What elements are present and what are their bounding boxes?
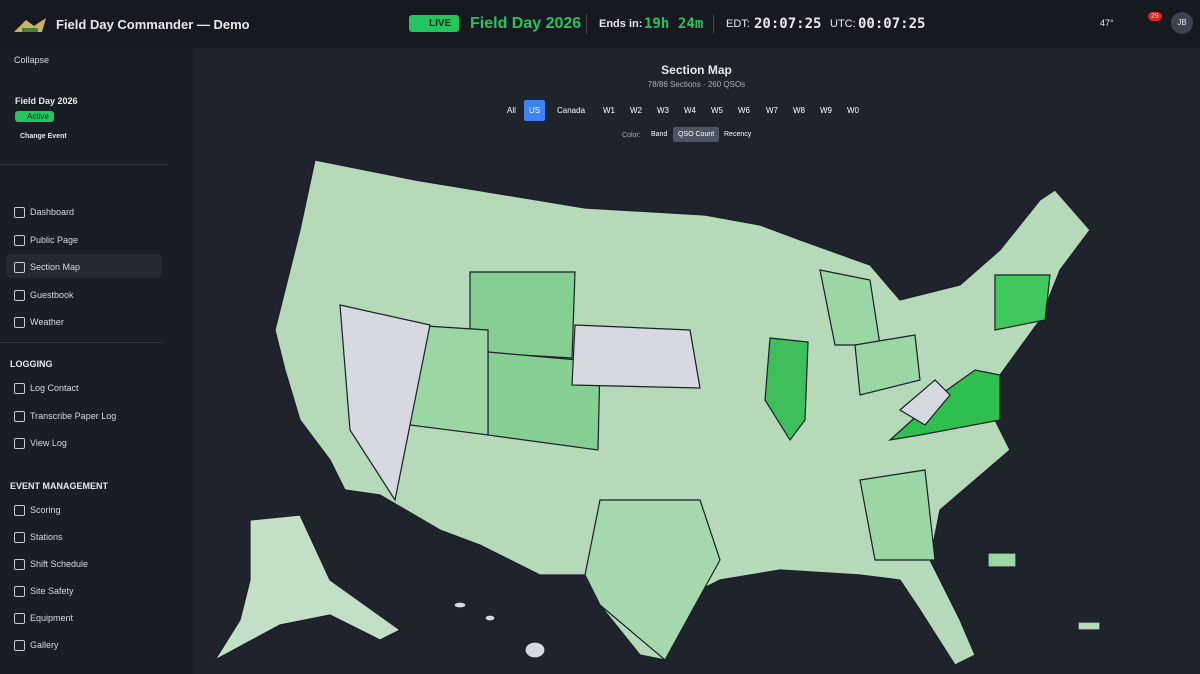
nav-item[interactable]: Site Safety bbox=[14, 586, 74, 597]
nav-icon bbox=[14, 410, 25, 422]
nav-item[interactable]: Shift Schedule bbox=[14, 559, 88, 570]
filter-button[interactable]: W5 bbox=[711, 106, 723, 115]
map-title: Section Map bbox=[661, 63, 732, 77]
nav-item[interactable]: Dashboard bbox=[14, 207, 74, 218]
nav-icon bbox=[14, 586, 25, 597]
color-mode-button[interactable]: QSO Count bbox=[673, 127, 720, 142]
weather[interactable]: 47° bbox=[1100, 18, 1114, 28]
nav-item[interactable]: Guestbook bbox=[14, 289, 74, 301]
filter-button[interactable]: US bbox=[524, 100, 546, 121]
app-title: Field Day Commander — Demo bbox=[56, 17, 250, 32]
nav-item[interactable]: Public Page bbox=[14, 234, 78, 246]
nav-icon bbox=[14, 262, 25, 273]
nav-item[interactable]: View Log bbox=[14, 438, 67, 449]
filter-button[interactable]: W2 bbox=[630, 106, 642, 115]
nav-item[interactable]: Gallery bbox=[14, 640, 59, 651]
map-subtitle: 78/86 Sections · 260 QSOs bbox=[647, 80, 746, 89]
ends-minutes: 24m bbox=[678, 16, 704, 32]
section-title: LOGGING bbox=[10, 359, 53, 369]
ends-hours: 19h bbox=[644, 16, 670, 32]
nav-icon bbox=[14, 438, 25, 449]
notification-count[interactable]: 29 bbox=[1148, 12, 1162, 21]
nav-item[interactable]: Transcribe Paper Log bbox=[14, 410, 116, 422]
color-mode-button[interactable]: Recency bbox=[724, 131, 752, 138]
utc-time: 00:07:25 bbox=[858, 16, 926, 32]
nav-icon bbox=[14, 289, 25, 301]
collapse-label: Collapse bbox=[14, 55, 50, 65]
edt-label: EDT: bbox=[726, 18, 750, 30]
filter-button[interactable]: W7 bbox=[766, 106, 778, 115]
nav-item[interactable]: Weather bbox=[14, 317, 64, 328]
filter-button[interactable]: W3 bbox=[657, 106, 669, 115]
change-event[interactable]: Change Event bbox=[20, 133, 67, 140]
nav-icon bbox=[14, 207, 25, 218]
collapse[interactable]: Collapse bbox=[14, 55, 49, 65]
live-badge: LIVE bbox=[409, 15, 460, 32]
filter-button[interactable]: W8 bbox=[793, 106, 805, 115]
top-bar: Field Day Commander — Demo LIVE Field Da… bbox=[0, 0, 1200, 49]
nav-icon bbox=[14, 532, 25, 543]
logo bbox=[14, 18, 46, 32]
color-label: Color: bbox=[622, 132, 641, 139]
nav-icon bbox=[14, 234, 25, 246]
nav-icon bbox=[14, 505, 25, 516]
nav-icon bbox=[14, 317, 25, 328]
event-title: Field Day 2026 bbox=[470, 15, 582, 32]
filter-button[interactable]: W0 bbox=[847, 106, 859, 115]
filter-button[interactable]: W6 bbox=[738, 106, 750, 115]
nav-icon bbox=[14, 383, 25, 394]
ends-label: Ends in: bbox=[599, 18, 643, 30]
user-avatar[interactable]: JB bbox=[1171, 12, 1193, 34]
nav-item[interactable]: Equipment bbox=[14, 613, 73, 624]
nav-item[interactable]: Log Contact bbox=[14, 383, 79, 394]
filter-button[interactable]: W1 bbox=[603, 106, 615, 115]
section-map bbox=[213, 159, 1101, 666]
filter-button[interactable]: W9 bbox=[820, 106, 832, 115]
color-mode-button[interactable]: Band bbox=[651, 131, 668, 138]
filter-button[interactable]: Canada bbox=[557, 106, 586, 115]
section-title: EVENT MANAGEMENT bbox=[10, 481, 109, 491]
edt-time: 20:07:25 bbox=[754, 16, 822, 32]
nav-item[interactable]: Scoring bbox=[14, 505, 61, 516]
filter-button[interactable]: All bbox=[507, 106, 516, 115]
sidebar: Collapse Field Day 2026 Active Change Ev… bbox=[0, 48, 193, 674]
nav-icon bbox=[14, 559, 25, 570]
nav-icon bbox=[14, 613, 25, 624]
utc-label: UTC: bbox=[830, 18, 856, 30]
main: Section Map 78/86 Sections · 260 QSOs Co… bbox=[193, 48, 1200, 674]
status-badge: Active bbox=[15, 111, 54, 122]
nav-item[interactable]: Section Map bbox=[14, 262, 80, 273]
event-name: Field Day 2026 bbox=[15, 96, 78, 106]
nav-icon bbox=[14, 640, 25, 651]
nav-item[interactable]: Stations bbox=[14, 532, 63, 543]
filter-button[interactable]: W4 bbox=[684, 106, 696, 115]
